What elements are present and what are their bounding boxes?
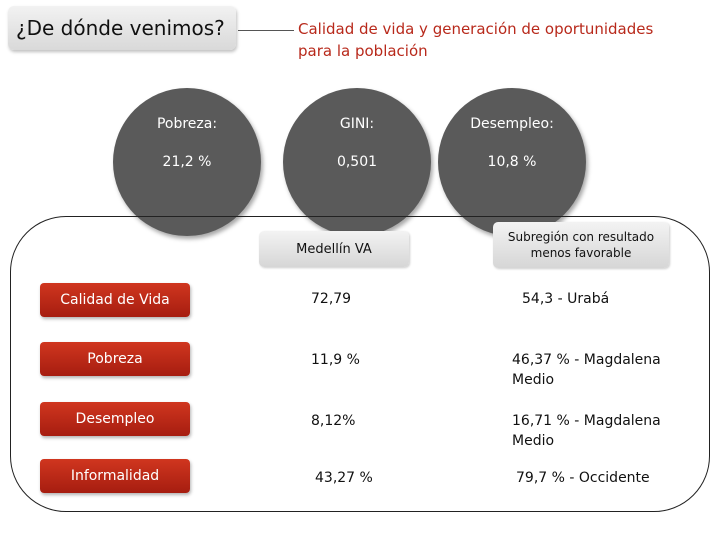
column-header-subregion: Subregión con resultado menos favorable [493, 222, 669, 268]
title-connector-line [238, 30, 294, 31]
subregion-value: 54,3 - Urabá [522, 291, 610, 307]
medellin-value: 11,9 % [311, 352, 360, 368]
row-label-desempleo: Desempleo [40, 402, 190, 436]
page-subtitle: Calidad de vida y generación de oportuni… [298, 20, 654, 60]
subregion-value: 79,7 % - Occidente [516, 470, 650, 486]
page-title: ¿De dónde venimos? [16, 16, 225, 40]
row-label-calidad-de-vida: Calidad de Vida [40, 283, 190, 317]
row-label-informalidad: Informalidad [40, 459, 190, 493]
indicator-label: Desempleo: [470, 116, 554, 132]
indicator-pobreza: Pobreza: 21,2 % [113, 88, 261, 236]
column-header-medellin: Medellín VA [259, 231, 409, 267]
medellin-value: 72,79 [311, 291, 352, 307]
medellin-value: 43,27 % [315, 470, 373, 486]
indicator-value: 0,501 [336, 154, 378, 170]
comparison-panel [10, 216, 710, 512]
indicator-gini: GINI: 0,501 [283, 88, 431, 236]
indicator-label: Pobreza: [156, 116, 218, 132]
indicator-desempleo: Desempleo: 10,8 % [438, 88, 586, 236]
subregion-value: 16,71 % - Magdalena Medio [512, 413, 661, 449]
medellin-value: 8,12% [311, 413, 356, 429]
indicator-label: GINI: [339, 116, 375, 132]
indicator-value: 10,8 % [487, 154, 537, 170]
row-label-pobreza: Pobreza [40, 342, 190, 376]
indicator-value: 21,2 % [162, 154, 212, 170]
title-box [8, 6, 236, 50]
subregion-value: 46,37 % - Magdalena Medio [512, 352, 661, 388]
